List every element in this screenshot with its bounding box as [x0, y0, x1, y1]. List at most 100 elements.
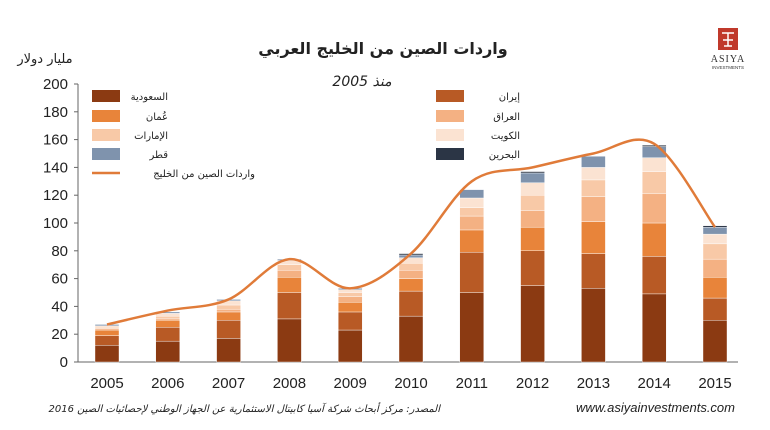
bar-segment: [277, 264, 302, 271]
bar-segment: [155, 315, 181, 320]
bar-segment: [642, 256, 667, 295]
legend-label: قطر: [148, 150, 168, 161]
legend-swatch: [436, 129, 464, 141]
bar-stack: [581, 156, 606, 363]
legend-label: واردات الصين من الخليج: [153, 169, 255, 180]
bar-segment: [398, 270, 424, 279]
y-tick-label: 120: [43, 187, 68, 204]
y-tick-label: 180: [43, 104, 68, 121]
bar-segment: [94, 335, 120, 346]
x-tick-label: 2012: [516, 375, 549, 392]
x-tick-label: 2005: [90, 375, 123, 392]
bar-segment: [642, 193, 667, 224]
logo-name: ASIYA: [711, 54, 745, 65]
asiya-logo: ASIYA INVESTMENTS: [711, 28, 745, 70]
y-tick-label: 0: [60, 354, 68, 371]
bar-segment: [216, 320, 241, 339]
legend-swatch: [92, 148, 120, 160]
bar-segment: [155, 340, 181, 363]
bar-segment: [642, 171, 667, 195]
bar-segment: [155, 320, 181, 328]
x-tick-label: 2008: [273, 375, 306, 392]
bar-segment: [459, 215, 484, 231]
bar-segment: [338, 296, 363, 303]
y-tick-label: 200: [43, 76, 68, 93]
bar-segment: [155, 318, 181, 321]
legend-label: البحرين: [489, 150, 520, 161]
legend-swatch: [436, 110, 464, 122]
bar-stack: [155, 311, 181, 363]
y-tick-label: 20: [51, 326, 68, 343]
bar-segment: [338, 292, 363, 297]
bar-segment: [398, 254, 424, 258]
bar-segment: [581, 221, 606, 254]
bar-segment: [94, 324, 120, 327]
legend: السعودية عُمان الإمارات قطر إيران العراق الكوي…: [92, 90, 520, 180]
bar-segment: [702, 297, 728, 321]
bar-segment: [459, 189, 484, 199]
legend-item: العراق: [436, 110, 520, 123]
x-tick-label: 2009: [334, 375, 367, 392]
bar-segment: [277, 270, 302, 278]
bar-segment: [702, 258, 728, 278]
bar-segment: [398, 263, 424, 271]
bar-segment: [338, 289, 363, 293]
chart-title: واردات الصين من الخليج العربي: [258, 39, 507, 59]
legend-label: عُمان: [146, 111, 168, 123]
legend-label: إيران: [499, 92, 520, 103]
bar-segment: [155, 313, 181, 317]
bar-segment: [94, 328, 120, 331]
bar-segment: [520, 250, 545, 286]
bar-segment: [520, 210, 545, 228]
bar-stack: [398, 253, 424, 363]
y-tick-label: 160: [43, 132, 68, 149]
y-tick-label: 40: [51, 298, 68, 315]
bar-segment: [94, 325, 120, 328]
bar-segment: [398, 315, 424, 363]
logo-glyph: [722, 32, 734, 47]
website-link[interactable]: www.asiyainvestments.com: [576, 400, 735, 415]
legend-item: البحرين: [436, 148, 520, 161]
bar-segment: [520, 285, 545, 363]
bar-segment: [520, 182, 545, 196]
bar-segment: [581, 196, 606, 222]
y-axis-unit-label: مليار دولار: [16, 52, 72, 67]
bar-segment: [702, 277, 728, 299]
bar-segment: [94, 329, 120, 336]
legend-item: قطر: [92, 148, 168, 161]
legend-item: عُمان: [92, 110, 168, 123]
bar-stacks: [94, 144, 728, 363]
bar-segment: [338, 311, 363, 331]
bar-segment: [581, 253, 606, 289]
legend-swatch: [436, 90, 464, 102]
bar-segment: [642, 293, 667, 363]
bar-segment: [520, 172, 545, 183]
legend-item: إيران: [436, 90, 520, 103]
bar-segment: [216, 338, 241, 363]
legend-swatch: [436, 148, 464, 160]
bar-segment: [459, 251, 484, 293]
bar-segment: [581, 179, 606, 197]
x-axis-ticks: 2005 2006 2007 2008 2009 2010 2011 2012 2013 2014…: [90, 375, 731, 392]
bar-segment: [520, 171, 545, 174]
bar-segment: [398, 278, 424, 292]
legend-label: الكويت: [491, 131, 520, 142]
bar-segment: [581, 167, 606, 181]
y-tick-label: 60: [51, 271, 68, 288]
legend-label: السعودية: [131, 92, 168, 103]
legend-swatch: [92, 129, 120, 141]
legend-item: الكويت: [436, 129, 520, 142]
x-tick-label: 2015: [698, 375, 731, 392]
bar-stack: [702, 225, 728, 363]
bar-segment: [702, 320, 728, 363]
legend-swatch: [92, 90, 120, 102]
bar-segment: [338, 329, 363, 363]
x-tick-label: 2011: [456, 375, 488, 392]
bar-segment: [277, 318, 302, 363]
bar-segment: [459, 229, 484, 253]
x-tick-label: 2006: [151, 375, 184, 392]
bar-segment: [581, 288, 606, 363]
legend-label: الإمارات: [134, 131, 168, 142]
x-tick-label: 2010: [394, 375, 427, 392]
bar-segment: [398, 290, 424, 317]
